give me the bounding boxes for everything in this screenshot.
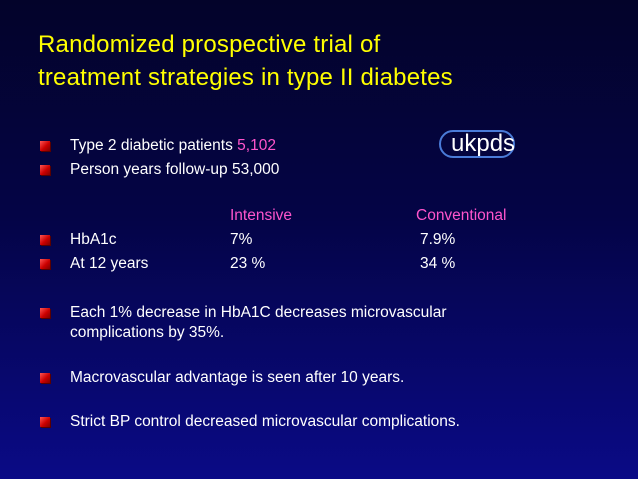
row-conventional-value: 7.9%	[420, 231, 456, 248]
point-bp-control: Strict BP control decreased microvascula…	[70, 413, 460, 430]
patients-value: 5,102	[237, 137, 276, 154]
row-intensive-value: 23 %	[230, 255, 266, 272]
bullet-icon	[40, 373, 50, 383]
point-macrovascular: Macrovascular advantage is seen after 10…	[70, 369, 405, 386]
title-line-2: treatment strategies in type II diabetes	[38, 64, 453, 91]
patients-label: Type 2 diabetic patients	[70, 137, 238, 154]
row-intensive-value: 7%	[230, 231, 253, 248]
bullet-icon	[40, 235, 50, 245]
bullet-icon	[40, 165, 50, 175]
bullet-icon	[40, 141, 50, 151]
logo-ring	[439, 130, 515, 158]
bullet-icon	[40, 417, 50, 427]
ukpds-logo: ukpds	[439, 130, 515, 158]
col-conventional-header: Conventional	[416, 207, 507, 224]
row-label: At 12 years	[70, 255, 149, 272]
patients-line: Type 2 diabetic patients 5,102	[70, 136, 276, 156]
logo-text: ukpds	[451, 130, 516, 157]
point-microvascular-line-1: Each 1% decrease in HbA1C decreases micr…	[70, 304, 447, 321]
point-microvascular-line-2: complications by 35%.	[70, 324, 225, 341]
row-label: HbA1c	[70, 231, 117, 248]
row-conventional-value: 34 %	[420, 255, 456, 272]
col-intensive-header: Intensive	[230, 207, 293, 224]
followup-line: Person years follow-up 53,000	[70, 161, 280, 178]
title-line-1: Randomized prospective trial of	[38, 31, 381, 58]
bullet-icon	[40, 259, 50, 269]
bullet-icon	[40, 308, 50, 318]
slide-title: Randomized prospective trial of treatmen…	[38, 28, 598, 94]
